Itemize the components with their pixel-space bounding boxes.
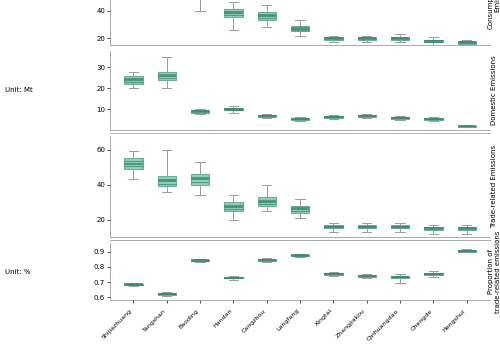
Y-axis label: Trade-related Emissions: Trade-related Emissions	[491, 145, 497, 228]
PathPatch shape	[324, 273, 342, 274]
PathPatch shape	[291, 118, 309, 120]
PathPatch shape	[224, 9, 242, 17]
PathPatch shape	[458, 227, 476, 230]
Y-axis label: Proportion of
trade-related emissions: Proportion of trade-related emissions	[488, 230, 500, 313]
PathPatch shape	[424, 227, 442, 230]
PathPatch shape	[391, 276, 409, 278]
PathPatch shape	[258, 12, 276, 20]
PathPatch shape	[358, 275, 376, 277]
Text: Unit: Mt: Unit: Mt	[5, 88, 33, 93]
PathPatch shape	[458, 126, 476, 127]
PathPatch shape	[224, 202, 242, 211]
PathPatch shape	[324, 37, 342, 40]
PathPatch shape	[258, 197, 276, 206]
PathPatch shape	[324, 115, 342, 118]
PathPatch shape	[224, 108, 242, 110]
Y-axis label: Domestic Emissions: Domestic Emissions	[491, 56, 497, 125]
PathPatch shape	[324, 225, 342, 228]
PathPatch shape	[391, 37, 409, 40]
PathPatch shape	[424, 40, 442, 42]
PathPatch shape	[358, 115, 376, 117]
PathPatch shape	[291, 255, 309, 256]
PathPatch shape	[158, 293, 176, 295]
PathPatch shape	[358, 225, 376, 228]
PathPatch shape	[224, 277, 242, 278]
Y-axis label: Consumption-based
Emissions: Consumption-based Emissions	[488, 0, 500, 29]
PathPatch shape	[291, 206, 309, 212]
PathPatch shape	[258, 259, 276, 261]
PathPatch shape	[424, 273, 442, 275]
PathPatch shape	[391, 225, 409, 228]
PathPatch shape	[124, 76, 142, 84]
PathPatch shape	[458, 250, 476, 252]
PathPatch shape	[258, 115, 276, 117]
PathPatch shape	[291, 26, 309, 31]
Text: Unit: %: Unit: %	[5, 269, 30, 274]
PathPatch shape	[124, 284, 142, 285]
PathPatch shape	[191, 260, 209, 261]
PathPatch shape	[124, 159, 142, 169]
PathPatch shape	[391, 117, 409, 119]
PathPatch shape	[424, 118, 442, 120]
PathPatch shape	[458, 41, 476, 44]
PathPatch shape	[191, 110, 209, 113]
PathPatch shape	[158, 72, 176, 80]
PathPatch shape	[158, 176, 176, 186]
PathPatch shape	[358, 37, 376, 40]
PathPatch shape	[191, 174, 209, 185]
